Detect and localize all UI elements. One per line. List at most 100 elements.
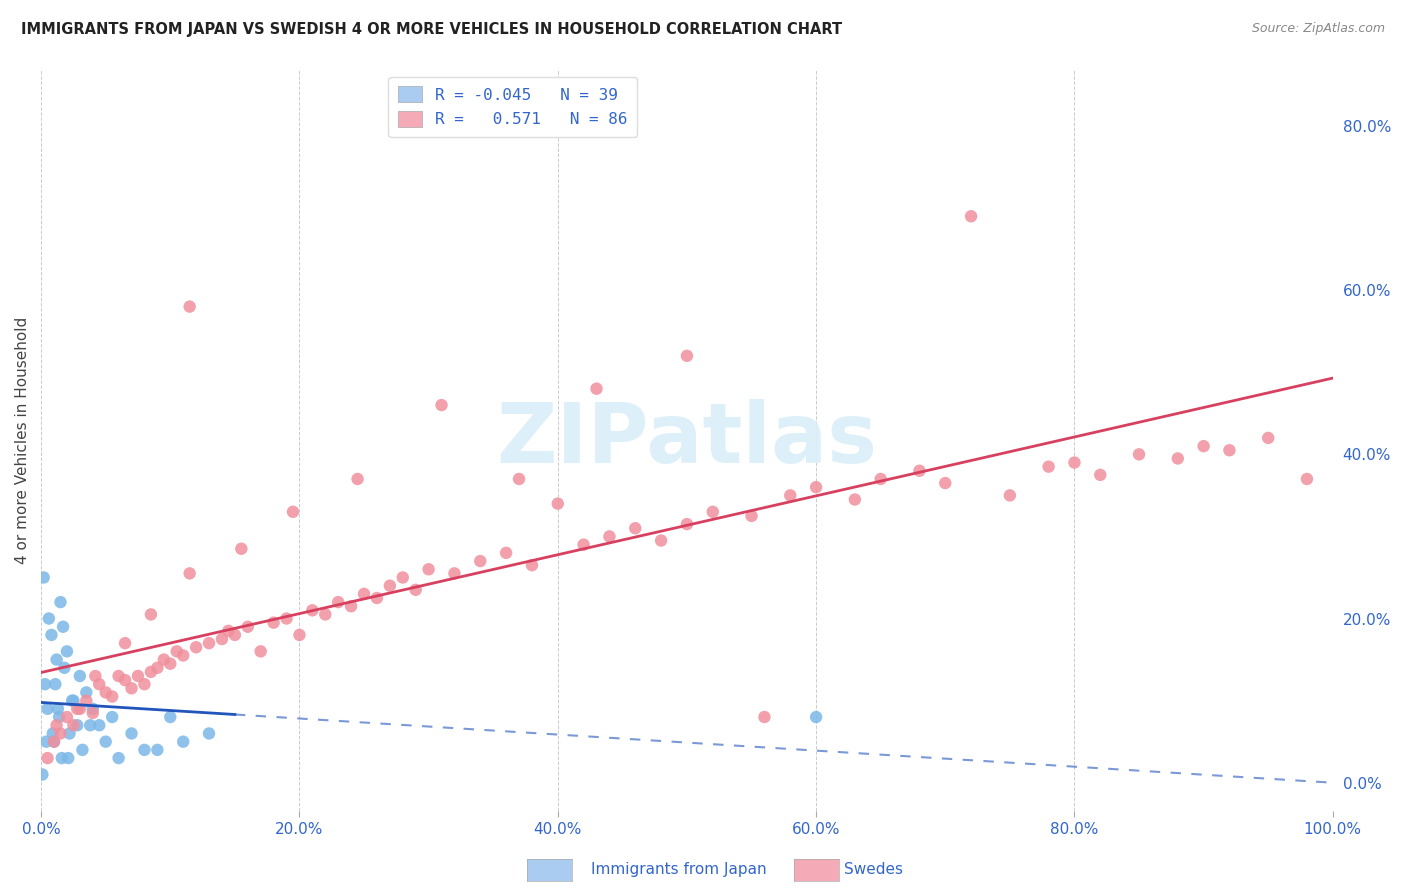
Point bbox=[1167, 451, 1189, 466]
Point bbox=[1218, 443, 1240, 458]
Point bbox=[804, 480, 827, 494]
Point bbox=[101, 710, 124, 724]
Point bbox=[166, 644, 188, 658]
Point bbox=[443, 566, 465, 581]
Point bbox=[49, 726, 72, 740]
Point bbox=[84, 669, 107, 683]
Point bbox=[75, 685, 97, 699]
Point bbox=[844, 492, 866, 507]
Point bbox=[405, 582, 427, 597]
Point bbox=[1192, 439, 1215, 453]
Point bbox=[314, 607, 336, 622]
Point bbox=[378, 579, 401, 593]
Point bbox=[430, 398, 453, 412]
Point bbox=[301, 603, 323, 617]
Point bbox=[650, 533, 672, 548]
Point bbox=[94, 685, 117, 699]
Point bbox=[45, 652, 67, 666]
Point bbox=[62, 718, 84, 732]
Point bbox=[366, 591, 388, 605]
Text: Source: ZipAtlas.com: Source: ZipAtlas.com bbox=[1251, 22, 1385, 36]
Point bbox=[908, 464, 931, 478]
Point bbox=[42, 726, 65, 740]
Point bbox=[46, 702, 69, 716]
Point bbox=[353, 587, 375, 601]
Point bbox=[1038, 459, 1060, 474]
Point bbox=[82, 702, 104, 716]
Point bbox=[1128, 447, 1150, 461]
Point bbox=[1063, 456, 1085, 470]
Point bbox=[42, 734, 65, 748]
Point bbox=[276, 611, 298, 625]
Point bbox=[179, 300, 201, 314]
Point bbox=[676, 517, 699, 532]
Point bbox=[45, 718, 67, 732]
Point bbox=[127, 669, 149, 683]
Point bbox=[172, 734, 194, 748]
Point bbox=[198, 726, 221, 740]
Point bbox=[44, 677, 66, 691]
Point bbox=[79, 718, 101, 732]
Point bbox=[53, 661, 76, 675]
Point bbox=[121, 726, 143, 740]
Point bbox=[1257, 431, 1279, 445]
Point bbox=[281, 505, 304, 519]
Point bbox=[217, 624, 239, 638]
Point bbox=[263, 615, 285, 630]
Point bbox=[146, 743, 169, 757]
Point bbox=[585, 382, 607, 396]
Point bbox=[52, 620, 75, 634]
Point bbox=[48, 710, 70, 724]
Legend: R = -0.045   N = 39, R =   0.571   N = 86: R = -0.045 N = 39, R = 0.571 N = 86 bbox=[388, 77, 637, 136]
Point bbox=[89, 718, 111, 732]
Point bbox=[75, 693, 97, 707]
Point bbox=[934, 476, 956, 491]
Point bbox=[598, 529, 620, 543]
Point bbox=[702, 505, 724, 519]
Point bbox=[159, 657, 181, 671]
Point bbox=[340, 599, 363, 614]
Point bbox=[66, 702, 89, 716]
Point bbox=[470, 554, 492, 568]
Point bbox=[37, 751, 59, 765]
Point bbox=[32, 570, 55, 584]
Point bbox=[676, 349, 699, 363]
Text: IMMIGRANTS FROM JAPAN VS SWEDISH 4 OR MORE VEHICLES IN HOUSEHOLD CORRELATION CHA: IMMIGRANTS FROM JAPAN VS SWEDISH 4 OR MO… bbox=[21, 22, 842, 37]
Point bbox=[998, 488, 1021, 502]
Point bbox=[37, 702, 59, 716]
Point bbox=[89, 677, 111, 691]
Point bbox=[114, 636, 136, 650]
Point bbox=[38, 611, 60, 625]
Point bbox=[107, 669, 129, 683]
Point bbox=[236, 620, 259, 634]
Point bbox=[41, 628, 63, 642]
Point bbox=[1090, 467, 1112, 482]
Point bbox=[31, 767, 53, 781]
Point bbox=[114, 673, 136, 687]
Point bbox=[72, 743, 94, 757]
Point bbox=[101, 690, 124, 704]
Point bbox=[58, 751, 80, 765]
Point bbox=[960, 209, 983, 223]
Point bbox=[51, 751, 73, 765]
Point bbox=[224, 628, 246, 642]
Point bbox=[418, 562, 440, 576]
Point bbox=[42, 734, 65, 748]
Point bbox=[741, 508, 763, 523]
Point bbox=[34, 677, 56, 691]
Point bbox=[66, 718, 89, 732]
Point bbox=[547, 497, 569, 511]
Point bbox=[60, 693, 83, 707]
Point bbox=[1296, 472, 1319, 486]
Point bbox=[49, 595, 72, 609]
Point bbox=[56, 644, 79, 658]
Point bbox=[69, 669, 91, 683]
Point bbox=[495, 546, 517, 560]
Text: Swedes: Swedes bbox=[844, 863, 903, 877]
Point bbox=[94, 734, 117, 748]
Y-axis label: 4 or more Vehicles in Household: 4 or more Vehicles in Household bbox=[15, 317, 30, 564]
Point bbox=[35, 734, 58, 748]
Point bbox=[572, 538, 595, 552]
Text: Immigrants from Japan: Immigrants from Japan bbox=[591, 863, 766, 877]
Point bbox=[346, 472, 368, 486]
